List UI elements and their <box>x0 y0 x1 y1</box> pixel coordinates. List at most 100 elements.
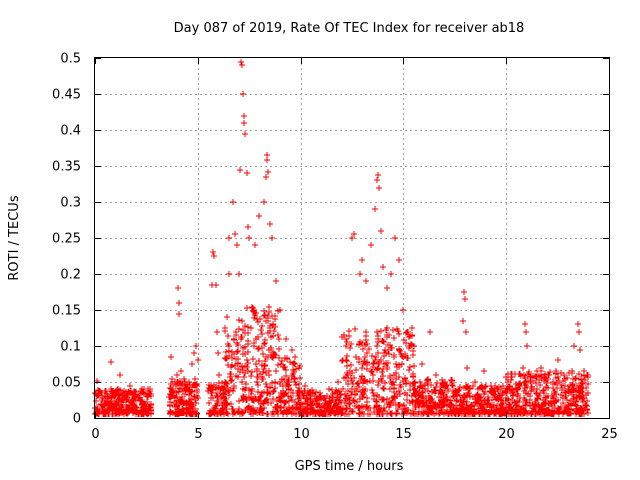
background-point <box>240 345 246 351</box>
plot-frame <box>94 57 610 419</box>
data-point <box>368 242 374 248</box>
background-point <box>313 389 319 395</box>
background-point <box>344 339 350 345</box>
data-point <box>213 282 219 288</box>
background-point <box>267 391 273 397</box>
background-point <box>296 385 302 391</box>
background-point <box>459 411 465 417</box>
background-point <box>247 407 253 413</box>
background-point <box>580 399 586 405</box>
background-point <box>530 403 536 409</box>
data-point <box>289 347 295 353</box>
background-point <box>272 316 278 322</box>
background-point <box>447 398 453 404</box>
background-point <box>255 346 261 352</box>
background-point <box>375 350 381 356</box>
y-tick-label: 0.25 <box>52 232 81 247</box>
background-point <box>143 407 149 413</box>
background-point <box>482 407 488 413</box>
data-point <box>121 397 127 403</box>
background-point <box>138 397 144 403</box>
data-point <box>238 59 244 65</box>
background-point <box>578 376 584 382</box>
background-point <box>117 395 123 401</box>
background-point <box>410 408 416 414</box>
background-point <box>301 390 307 396</box>
data-point <box>380 264 386 270</box>
data-point <box>576 329 582 335</box>
background-point <box>431 387 437 393</box>
data-point <box>263 174 269 180</box>
background-point <box>263 381 269 387</box>
background-point <box>244 305 250 311</box>
background-point <box>503 388 509 394</box>
x-axis-label: GPS time / hours <box>295 459 404 474</box>
background-point <box>240 367 246 373</box>
background-point <box>272 352 278 358</box>
background-point <box>307 410 313 416</box>
data-point <box>349 235 355 241</box>
background-point <box>220 405 226 411</box>
background-point <box>239 379 245 385</box>
background-point <box>566 386 572 392</box>
data-point <box>241 120 247 126</box>
data-point <box>108 386 114 392</box>
background-point <box>416 409 422 415</box>
background-point <box>223 356 229 362</box>
background-point <box>263 397 269 403</box>
background-point <box>397 382 403 388</box>
background-point <box>347 345 353 351</box>
background-point <box>369 369 375 375</box>
background-point <box>286 379 292 385</box>
background-point <box>303 411 309 417</box>
data-point <box>240 91 246 97</box>
background-point <box>280 411 286 417</box>
background-point <box>369 387 375 393</box>
data-point <box>343 357 349 363</box>
background-point <box>436 390 442 396</box>
background-point <box>357 339 363 345</box>
background-point <box>349 370 355 376</box>
background-point <box>100 410 106 416</box>
background-point <box>239 364 245 370</box>
background-point <box>434 380 440 386</box>
background-point <box>400 378 406 384</box>
background-point <box>551 393 557 399</box>
y-tick-label: 0.3 <box>60 196 81 211</box>
background-point <box>384 334 390 340</box>
background-point <box>364 341 370 347</box>
data-point <box>375 172 381 178</box>
data-point <box>513 386 519 392</box>
background-point <box>285 383 291 389</box>
background-point <box>251 315 257 321</box>
background-point <box>402 390 408 396</box>
background-point <box>215 386 221 392</box>
data-point <box>145 386 151 392</box>
background-point <box>417 384 423 390</box>
background-point <box>359 394 365 400</box>
background-point <box>411 411 417 417</box>
background-point <box>485 400 491 406</box>
background-point <box>120 409 126 415</box>
background-point <box>281 408 287 414</box>
background-point <box>285 393 291 399</box>
background-point <box>262 312 268 318</box>
background-point <box>513 402 519 408</box>
background-point <box>392 395 398 401</box>
data-point <box>264 157 270 163</box>
data-point <box>210 249 216 255</box>
background-point <box>342 400 348 406</box>
background-point <box>567 411 573 417</box>
data-point <box>252 242 258 248</box>
background-point <box>376 394 382 400</box>
background-point <box>438 397 444 403</box>
background-point <box>396 388 402 394</box>
data-point <box>230 199 236 205</box>
background-point <box>259 323 265 329</box>
background-point <box>384 364 390 370</box>
background-point <box>274 408 280 414</box>
background-point <box>474 396 480 402</box>
background-point <box>239 318 245 324</box>
x-tick-label: 20 <box>498 427 515 442</box>
background-point <box>263 354 269 360</box>
